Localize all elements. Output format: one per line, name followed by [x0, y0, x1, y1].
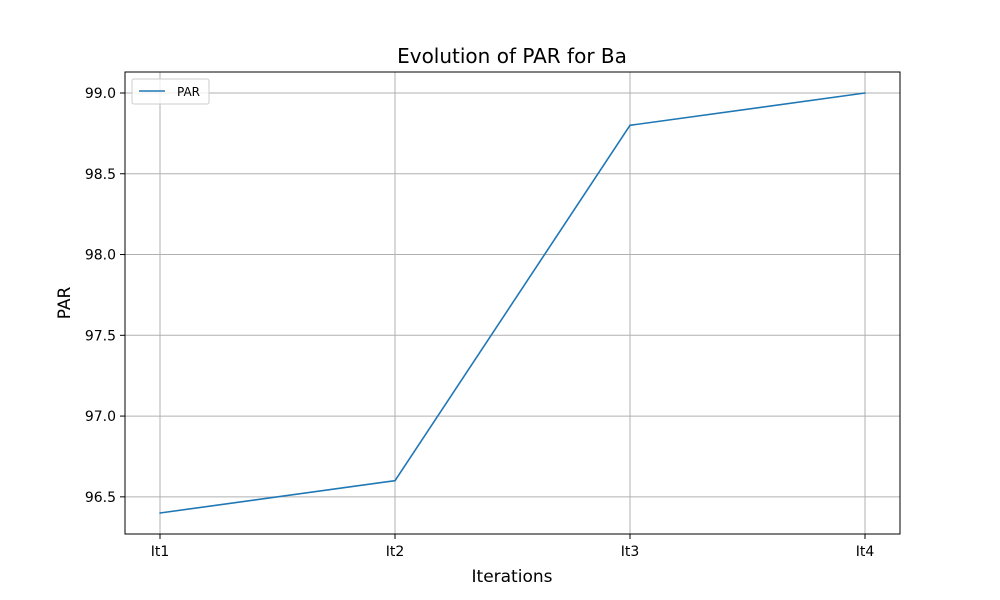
legend-box	[131, 78, 210, 105]
legend-label-par: PAR	[177, 85, 200, 99]
data-point	[159, 512, 161, 514]
y-axis-label: PAR	[55, 287, 75, 320]
data-point	[629, 124, 631, 127]
y-tick-label: 98.5	[85, 167, 116, 183]
data-point	[864, 92, 866, 94]
legend: PAR	[131, 78, 210, 105]
axis-ticks: It1 It2 It3 It4 96.5 97.0 97.5 98.0 98.5 99.0	[85, 86, 875, 560]
x-tick-label: It3	[621, 544, 640, 560]
x-axis-label: Iterations	[472, 567, 553, 587]
plot-area-frame	[124, 71, 901, 535]
chart-title: Evolution of PAR for Ba	[397, 44, 627, 68]
y-tick-label: 97.5	[85, 328, 116, 344]
y-tick-label: 99.0	[85, 86, 116, 102]
x-tick-label: It4	[856, 544, 875, 560]
grid	[125, 72, 900, 534]
y-tick-label: 96.5	[85, 490, 116, 506]
x-tick-label: It2	[386, 544, 405, 560]
x-tick-label: It1	[151, 544, 170, 560]
series-layer	[159, 92, 866, 514]
y-tick-label: 98.0	[85, 248, 116, 264]
y-tick-label: 97.0	[85, 409, 116, 425]
data-point	[394, 479, 396, 482]
series-line-par	[159, 92, 866, 514]
